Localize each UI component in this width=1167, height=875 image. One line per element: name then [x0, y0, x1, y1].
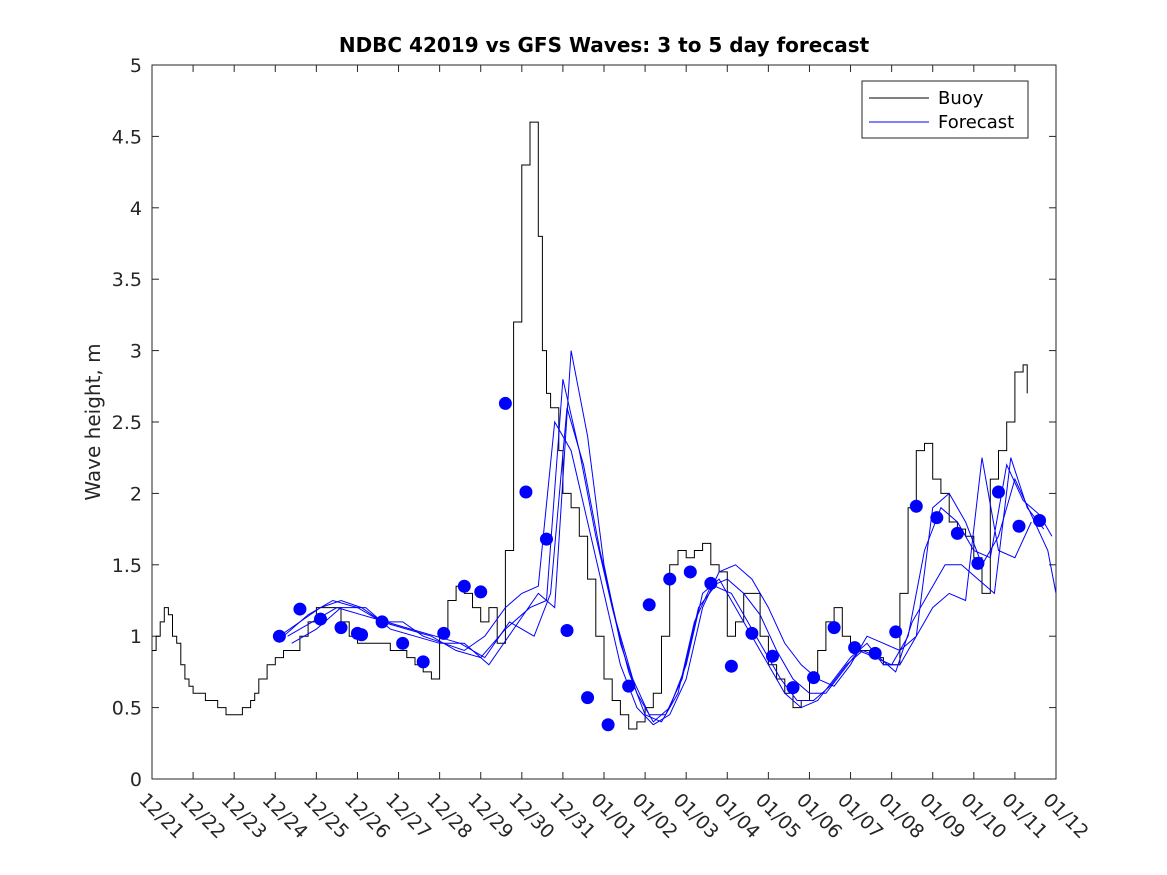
forecast-line-1 [279, 420, 1056, 726]
forecast-marker [704, 576, 718, 590]
forecast-marker [437, 626, 451, 640]
legend-box [861, 80, 1029, 139]
y-tick-label: 1.5 [112, 555, 142, 577]
forecast-marker [930, 511, 944, 525]
forecast-marker [519, 485, 533, 499]
forecast-marker [807, 671, 821, 685]
forecast-marker [474, 585, 488, 599]
chart-title: NDBC 42019 vs GFS Waves: 3 to 5 day fore… [339, 33, 870, 57]
forecast-marker [581, 691, 595, 705]
forecast-marker [765, 649, 779, 663]
forecast-marker [971, 556, 985, 570]
forecast-marker [293, 602, 307, 616]
forecast-marker [724, 659, 738, 673]
forecast-marker [601, 718, 615, 732]
legend-buoy-label: Buoy [938, 88, 984, 109]
forecast-marker [889, 625, 903, 639]
y-tick-label: 0.5 [112, 698, 142, 720]
y-tick-label: 2.5 [112, 412, 142, 434]
y-tick-label: 3.5 [112, 269, 142, 291]
forecast-marker [355, 628, 369, 642]
forecast-marker [272, 629, 286, 643]
forecast-marker [786, 681, 800, 695]
forecast-marker [642, 598, 656, 612]
forecast-marker [396, 636, 410, 650]
forecast-marker [683, 565, 697, 579]
legend-forecast-label: Forecast [938, 112, 1014, 133]
forecast-markers [272, 396, 1047, 732]
forecast-marker [1012, 519, 1026, 533]
y-tick-label: 5 [130, 55, 142, 77]
forecast-marker [1033, 514, 1047, 528]
forecast-marker [457, 579, 471, 593]
y-axis: 0 0.5 1 1.5 2 2.5 3 3.5 4 4.5 5 [112, 55, 1056, 791]
forecast-marker [539, 532, 553, 546]
y-tick-label: 4 [130, 198, 142, 220]
forecast-marker [950, 526, 964, 540]
forecast-line-4 [291, 350, 1032, 723]
y-tick-label: 1 [130, 626, 142, 648]
forecast-marker [827, 621, 841, 635]
buoy-line [152, 121, 1028, 730]
forecast-marker [622, 679, 636, 693]
y-tick-label: 0 [130, 769, 142, 791]
forecast-marker [498, 396, 512, 410]
y-tick-label: 4.5 [112, 126, 142, 148]
forecast-marker [991, 485, 1005, 499]
forecast-marker [848, 641, 862, 655]
forecast-marker [868, 646, 882, 660]
y-axis-label: Wave height, m [81, 343, 105, 500]
forecast-marker [416, 655, 430, 669]
forecast-marker [909, 499, 923, 513]
forecast-line-3 [287, 407, 1045, 716]
forecast-marker [560, 623, 574, 637]
y-tick-label: 2 [130, 483, 142, 505]
forecast-marker [663, 572, 677, 586]
forecast-marker [375, 615, 389, 629]
forecast-marker [313, 612, 327, 626]
legend: Buoy Forecast [861, 80, 1029, 139]
forecast-marker [745, 626, 759, 640]
y-tick-label: 3 [130, 341, 142, 363]
forecast-marker [334, 621, 348, 635]
